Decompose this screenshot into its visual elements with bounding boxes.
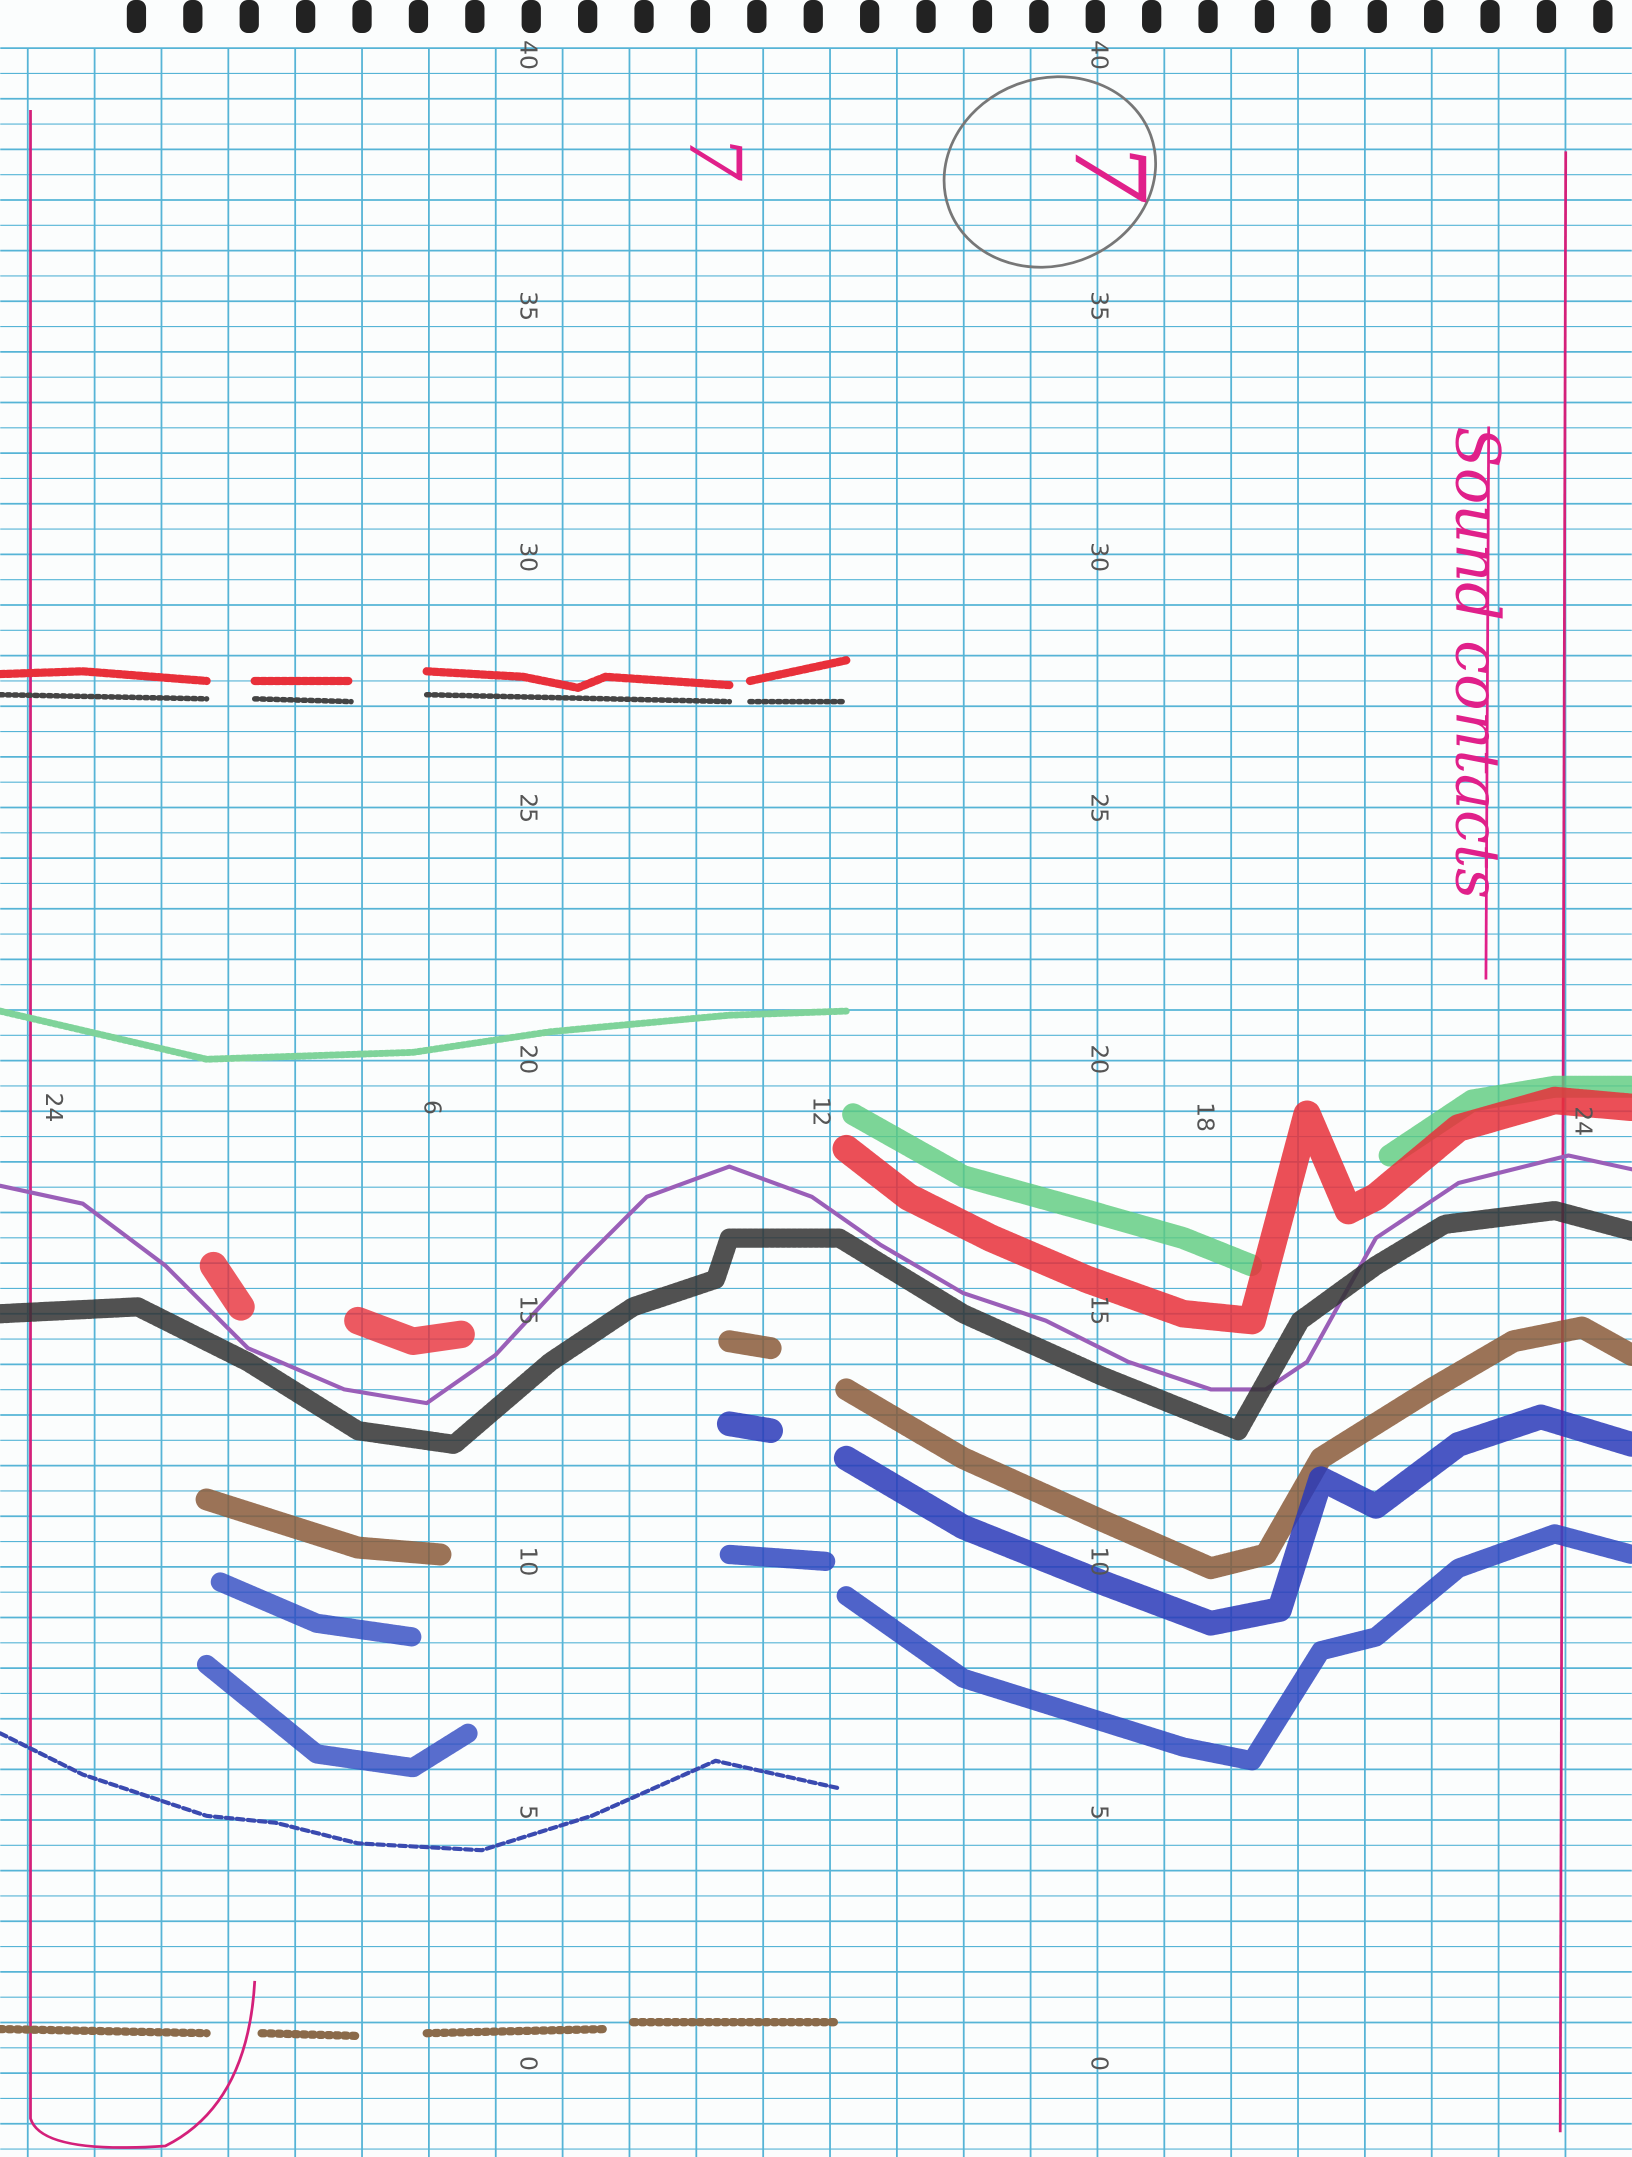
hole <box>578 0 598 34</box>
depth-label: 5 <box>1086 1805 1114 1820</box>
trace-blue <box>716 1404 1632 1636</box>
hole <box>1311 0 1331 34</box>
depth-label: 20 <box>515 1044 543 1074</box>
traces <box>0 656 1632 2041</box>
hole <box>1424 0 1444 34</box>
hole <box>1085 0 1105 34</box>
depth-label: 30 <box>515 542 543 572</box>
hole <box>239 0 259 34</box>
hole <box>521 0 541 34</box>
circle-mark <box>942 75 1158 269</box>
hole <box>690 0 711 34</box>
hole <box>1142 0 1162 34</box>
depth-label: 40 <box>1086 40 1114 70</box>
hole <box>972 0 993 34</box>
hole <box>634 0 654 34</box>
trace-blue-bottom <box>0 1731 842 1853</box>
hole <box>747 0 767 34</box>
time-label: 24 <box>1570 1106 1598 1136</box>
time-label: 6 <box>418 1100 446 1115</box>
depth-label: 20 <box>1086 1044 1114 1074</box>
depth-label: 15 <box>515 1295 543 1325</box>
binding-holes <box>126 0 1613 34</box>
depth-label: 10 <box>1086 1546 1114 1576</box>
hole <box>1480 0 1500 34</box>
hole <box>352 0 372 34</box>
hole <box>296 0 316 34</box>
hole <box>916 0 936 34</box>
hole <box>1536 0 1557 34</box>
note-underline <box>1484 426 1491 980</box>
trace-red-top <box>0 656 851 692</box>
hole <box>803 0 823 34</box>
depth-label: 15 <box>1086 1295 1114 1325</box>
depth-label: 5 <box>515 1805 543 1820</box>
depth-label: 25 <box>1086 793 1114 823</box>
annotation-mark: 7 <box>673 135 756 181</box>
depth-label: 40 <box>515 40 543 70</box>
trace-brown <box>195 1316 1632 1580</box>
trace-black-top <box>0 691 850 705</box>
trace-blue-left <box>196 1572 478 1778</box>
depth-label: 25 <box>515 793 543 823</box>
time-label: 12 <box>808 1097 836 1127</box>
depth-label: 35 <box>1086 291 1114 321</box>
annotation-note: Sound contacts <box>1442 426 1512 899</box>
hole <box>1254 0 1275 34</box>
depth-label: 10 <box>515 1546 543 1576</box>
hole <box>1367 0 1387 34</box>
depth-label: 30 <box>1086 542 1114 572</box>
trace-red-left <box>199 1251 475 1356</box>
hole <box>126 0 147 34</box>
trace-black <box>0 1200 1632 1455</box>
trace-red <box>832 1086 1632 1335</box>
margin-line <box>1558 151 1568 2133</box>
annotation-mark: 7 <box>1053 141 1165 203</box>
hole <box>1029 0 1049 34</box>
labels: 40 35 30 25 20 15 10 5 0 40 35 30 25 20 15 10 5 0 24 6 12 18 2… <box>40 40 1598 2071</box>
trace-blue-lower <box>719 1524 1632 1771</box>
trace-green-left <box>0 1007 850 1063</box>
hole <box>408 0 429 34</box>
depth-label: 0 <box>1086 2056 1114 2071</box>
hole <box>465 0 485 34</box>
hole <box>860 0 880 34</box>
time-label: 24 <box>40 1093 68 1123</box>
time-label: 18 <box>1191 1102 1219 1132</box>
margin-line <box>29 110 257 2149</box>
hole <box>183 0 203 34</box>
trace-green <box>842 1075 1632 1277</box>
depth-label: 35 <box>515 291 543 321</box>
hole <box>1593 0 1613 34</box>
hole <box>1198 0 1218 34</box>
grid <box>0 47 1632 2157</box>
trace-brown-bottom <box>0 2018 844 2041</box>
depth-label: 0 <box>515 2056 543 2071</box>
